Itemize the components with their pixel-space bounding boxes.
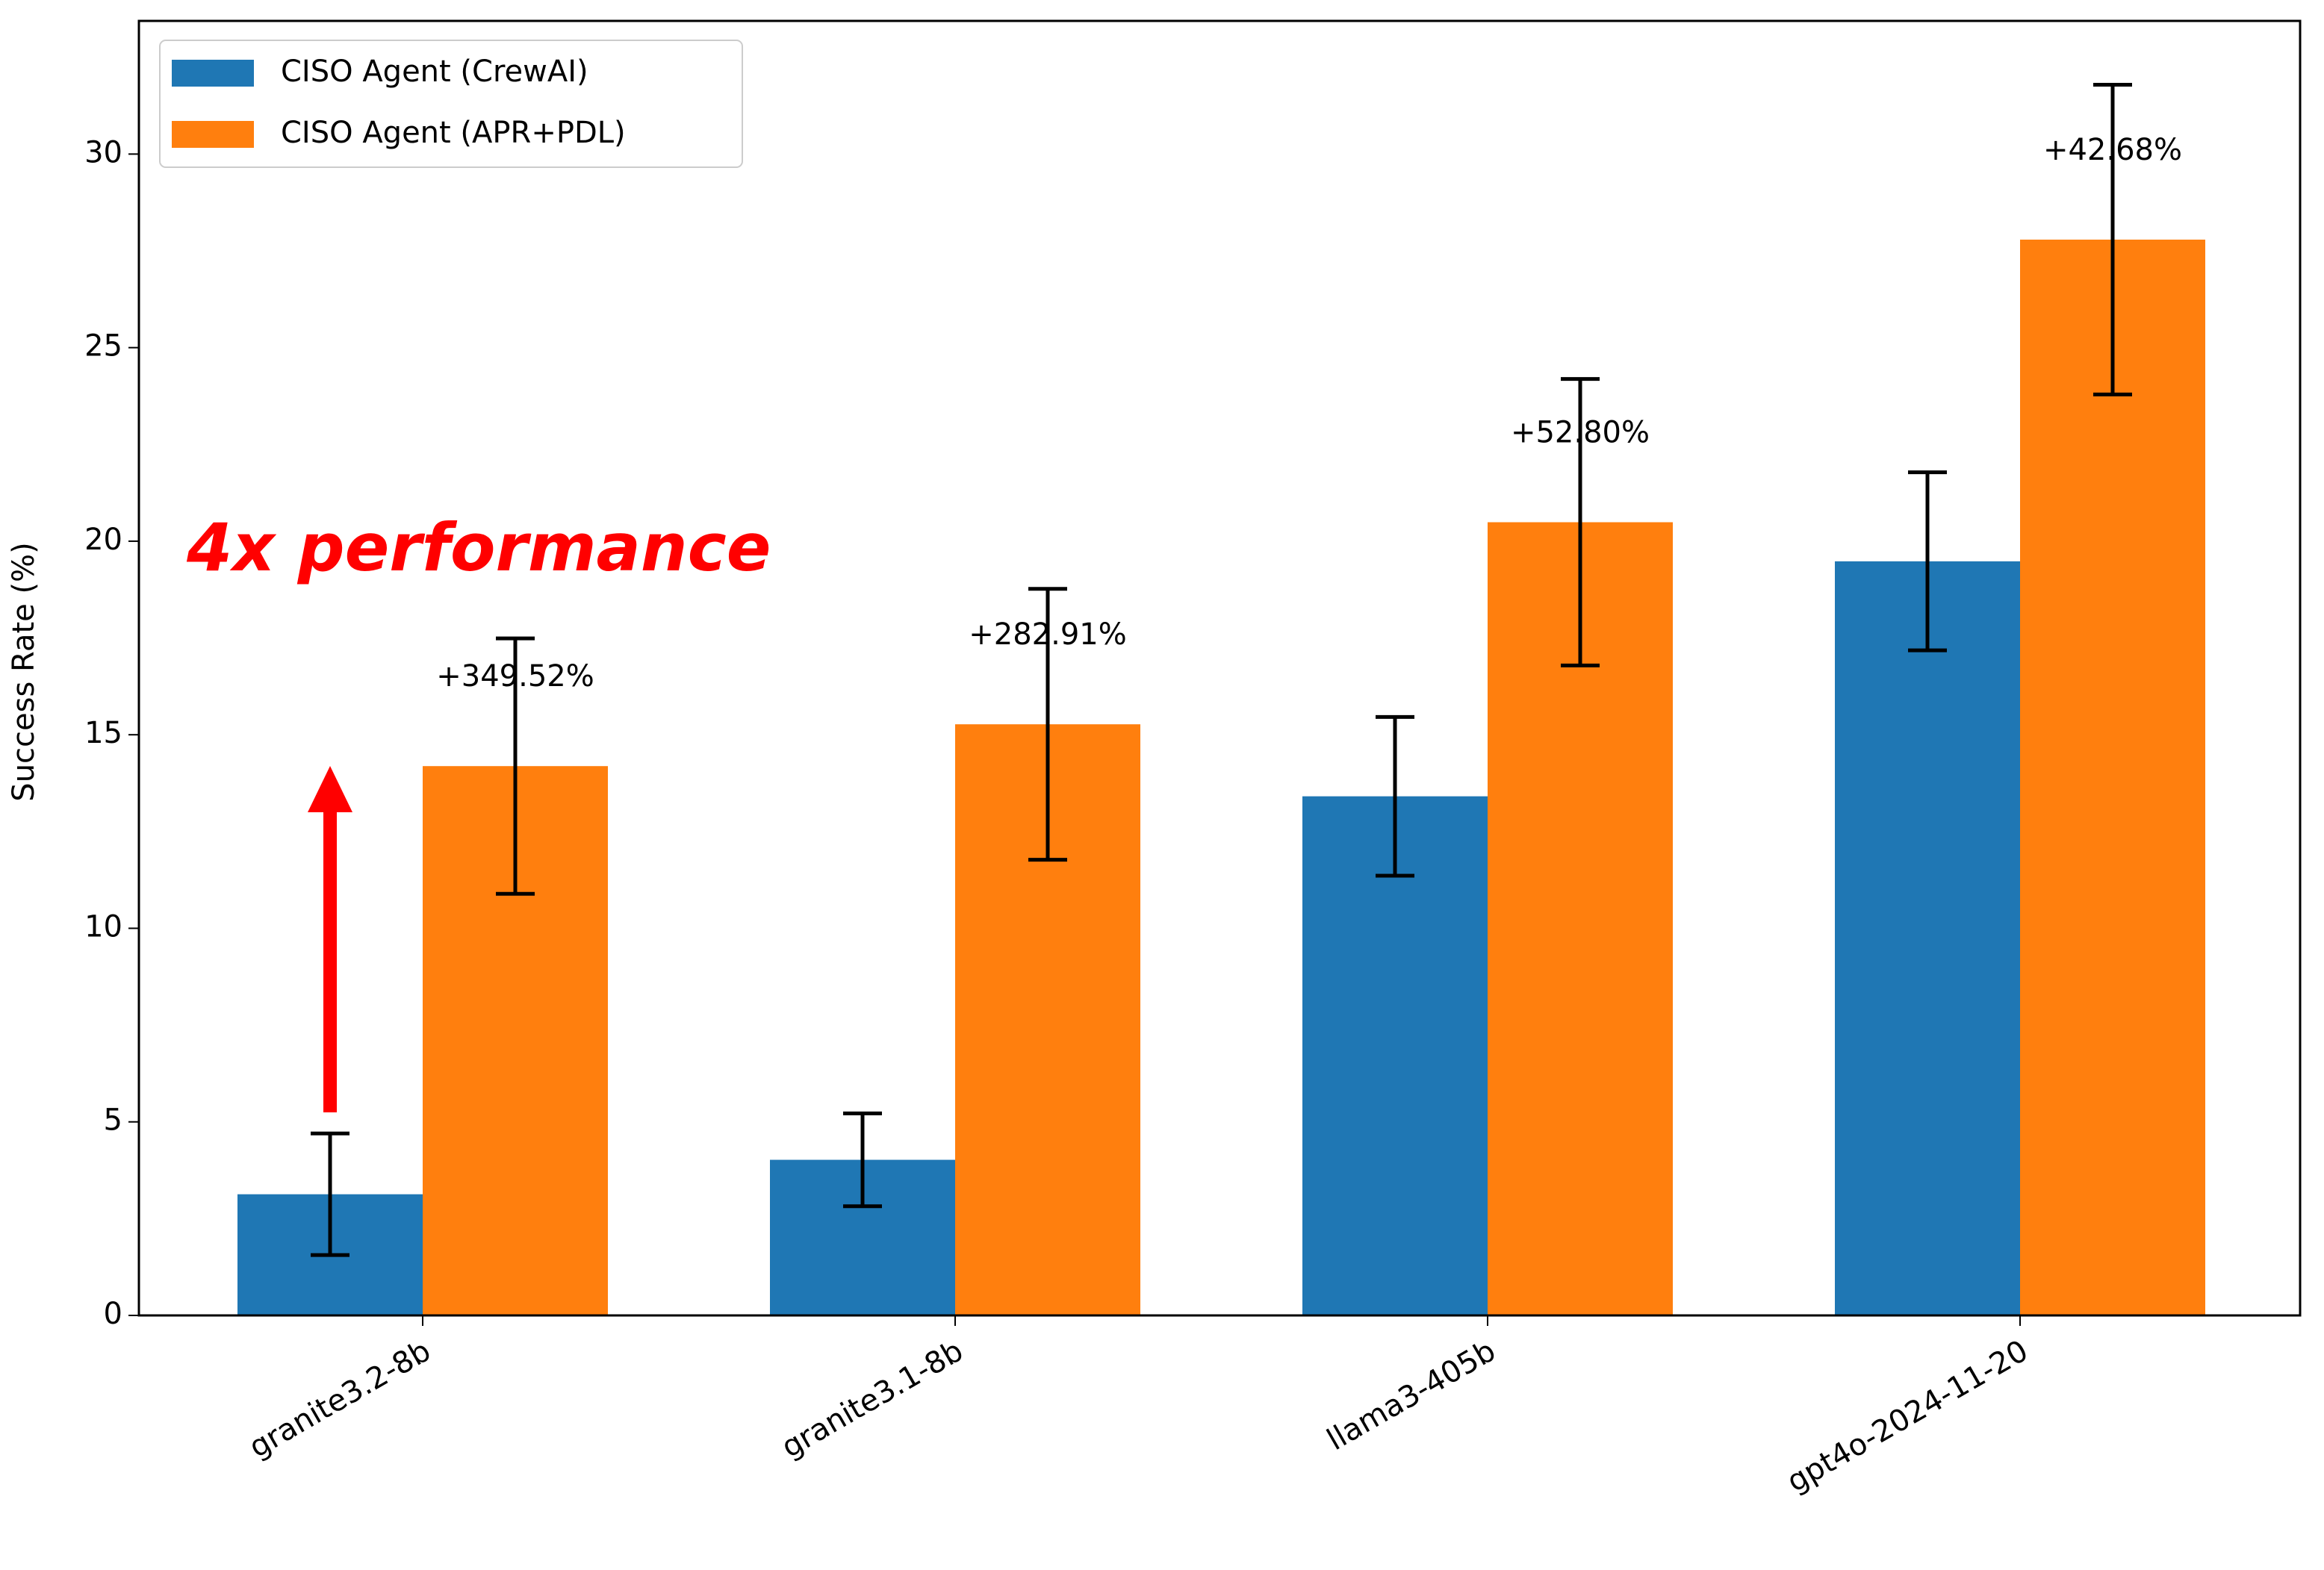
y-tick-label: 20 xyxy=(84,523,122,557)
annotation: +42.68% xyxy=(2043,133,2182,167)
y-tick-label: 30 xyxy=(84,135,122,169)
error-bar xyxy=(1376,714,1414,878)
legend: CISO Agent (CrewAI) CISO Agent (APR+PDL) xyxy=(159,40,743,168)
x-tick-label: llama3-405b xyxy=(1321,1333,1501,1457)
legend-swatch xyxy=(172,121,254,148)
bar xyxy=(1835,561,2020,1315)
arrow-head xyxy=(308,766,352,812)
annotation: +52.80% xyxy=(1511,416,1650,450)
error-bar xyxy=(1908,470,1947,652)
y-tick-label: 10 xyxy=(84,909,122,944)
error-bar xyxy=(843,1111,882,1209)
error-bar xyxy=(2093,83,2132,396)
bar xyxy=(1302,796,1488,1315)
x-tick-label: granite3.1-8b xyxy=(776,1333,969,1465)
y-axis-label: Success Rate (%) xyxy=(7,542,41,801)
legend-swatch xyxy=(172,60,254,87)
y-tick-label: 0 xyxy=(104,1297,122,1331)
plot-frame xyxy=(137,19,2302,1317)
legend-label: CISO Agent (APR+PDL) xyxy=(281,116,626,150)
error-bar xyxy=(1028,587,1067,862)
legend-label: CISO Agent (CrewAI) xyxy=(281,54,588,89)
y-tick-label: 15 xyxy=(84,716,122,750)
y-tick-label: 5 xyxy=(104,1103,122,1138)
y-tick-label: 25 xyxy=(84,329,122,364)
x-tick-label: granite3.2-8b xyxy=(243,1333,437,1465)
legend-box xyxy=(159,40,743,168)
annotation: +282.91% xyxy=(969,617,1126,652)
error-bar xyxy=(1561,377,1600,667)
annotation: +349.52% xyxy=(436,659,594,694)
callout: 4x performance xyxy=(186,509,771,586)
error-bar xyxy=(496,636,535,896)
bar xyxy=(2020,239,2205,1315)
x-tick-label: gpt4o-2024-11-20 xyxy=(1781,1333,2034,1499)
error-bar xyxy=(311,1131,349,1257)
